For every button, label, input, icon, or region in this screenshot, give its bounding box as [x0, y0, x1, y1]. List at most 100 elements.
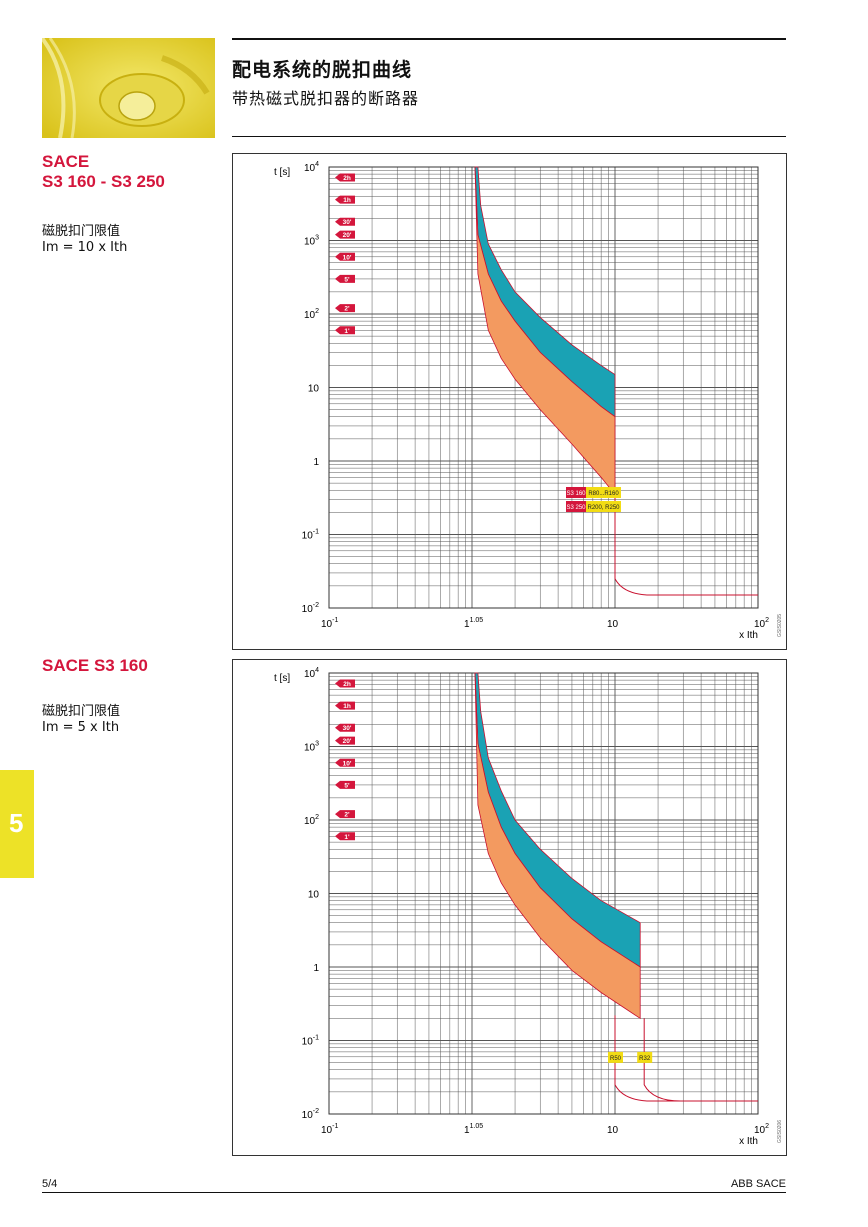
footer-rule	[42, 1192, 786, 1193]
thermal-band-lower	[474, 672, 641, 1020]
thermal-band-lower	[474, 166, 616, 496]
y-tick-base: 10	[302, 531, 314, 542]
x-tick-exponent: 2	[765, 1123, 769, 1130]
drawing-code: GSIS0205	[777, 614, 783, 637]
page-title: 配电系统的脱扣曲线	[232, 59, 413, 81]
section1-name-line2: S3 160 - S3 250	[42, 172, 165, 191]
legend-ratings: R200, R250	[587, 505, 620, 511]
legend-entry: S3 250 R200, R250	[566, 501, 621, 512]
time-marker-arrow	[335, 304, 355, 313]
time-marker: 2h	[335, 679, 355, 688]
y-tick-base: 10	[302, 604, 314, 615]
y-tick-label: 10-1	[302, 529, 319, 542]
time-marker-arrow	[335, 701, 355, 710]
x-tick-base: 10	[607, 1125, 619, 1136]
time-marker: 1'	[335, 832, 355, 841]
legend-entry: S3 160 R80...R160	[566, 487, 621, 498]
time-marker: 10'	[335, 252, 355, 261]
y-tick-exponent: 2	[315, 814, 319, 821]
time-marker-arrow	[335, 832, 355, 841]
y-tick-label: 10-2	[302, 1108, 319, 1121]
y-tick-label: 102	[304, 814, 319, 827]
section2-note-line2: Im = 5 x Ith	[42, 720, 120, 735]
time-marker-label: 1'	[344, 328, 350, 335]
magnetic-trip-line-b	[643, 1018, 758, 1102]
time-marker-label: 10'	[343, 254, 352, 261]
legend-breaker: S3 250	[566, 505, 586, 511]
time-marker-label: 5'	[344, 276, 350, 283]
legend-rating-bg	[608, 1051, 623, 1063]
y-tick-label: 104	[304, 667, 319, 680]
time-marker: 1'	[335, 326, 355, 335]
header-rule-top	[232, 38, 786, 40]
time-marker-arrow	[335, 195, 355, 204]
chapter-tab: 5	[0, 770, 34, 878]
plot-area	[328, 166, 759, 609]
time-marker-label: 2'	[344, 306, 350, 313]
x-tick-base: 10	[321, 619, 333, 630]
y-axis-label: t [s]	[274, 673, 290, 684]
time-marker-arrow	[335, 679, 355, 688]
drawing-code: GSIS0206	[777, 1120, 783, 1143]
legend-ratings: R50	[610, 1056, 622, 1062]
time-marker-label: 2h	[343, 681, 351, 688]
magnetic-trip-line-a	[614, 1015, 758, 1102]
legend-entry: R50	[608, 1051, 623, 1063]
x-tick-exponent: 1.05	[470, 1123, 484, 1130]
y-tick-base: 1	[313, 963, 319, 974]
time-marker-label: 20'	[343, 232, 352, 239]
y-tick-base: 10	[304, 669, 316, 680]
time-marker-arrow	[335, 274, 355, 283]
legend-breaker: S3 160	[566, 491, 586, 497]
product-photo	[42, 38, 215, 138]
time-marker-label: 10'	[343, 760, 352, 767]
page-number: 5/4	[42, 1178, 58, 1190]
x-tick-label: 10-1	[321, 617, 338, 630]
time-marker: 1h	[335, 701, 355, 710]
chapter-number: 5	[9, 808, 24, 838]
legend-breaker-bg	[566, 487, 586, 498]
time-marker-label: 1'	[344, 834, 350, 841]
magnetic-trip-line	[614, 494, 758, 596]
x-tick-base: 10	[321, 1125, 333, 1136]
x-tick-base: 10	[754, 1125, 766, 1136]
time-marker-arrow	[335, 230, 355, 239]
y-tick-exponent: -2	[313, 602, 319, 609]
time-marker-label: 30'	[343, 219, 352, 226]
y-tick-base: 1	[313, 457, 319, 468]
legend-ratings: R80...R160	[588, 491, 619, 497]
legend-entry: R32	[637, 1051, 653, 1063]
time-marker-arrow	[335, 780, 355, 789]
legend-rating-bg	[586, 487, 621, 498]
y-tick-base: 10	[304, 743, 316, 754]
time-marker-arrow	[335, 252, 355, 261]
time-marker: 30'	[335, 217, 355, 226]
time-marker: 20'	[335, 736, 355, 745]
y-tick-label: 10-1	[302, 1035, 319, 1048]
legend-ratings: R32	[639, 1056, 651, 1062]
trip-curve-chart-1: 2h1h30'20'10'5'2'1'10410310210110-110-2t…	[232, 153, 787, 650]
y-tick-label: 1	[313, 963, 319, 974]
chart-frame	[232, 153, 787, 650]
x-tick-label: 102	[754, 1123, 769, 1136]
trip-curve-chart-2: 2h1h30'20'10'5'2'1'10410310210110-110-2t…	[232, 659, 787, 1156]
y-tick-exponent: -2	[313, 1108, 319, 1115]
time-marker-label: 20'	[343, 738, 352, 745]
x-tick-label: 10-1	[321, 1123, 338, 1136]
time-marker-label: 1h	[343, 197, 351, 204]
section1-note-line1: 磁脱扣门限值	[42, 224, 121, 239]
y-tick-base: 10	[302, 1037, 314, 1048]
section2-product-name: SACE S3 160	[42, 656, 148, 675]
legend-rating-bg	[637, 1051, 653, 1063]
legend-rating-bg	[586, 501, 621, 512]
y-tick-exponent: 2	[315, 308, 319, 315]
page-subtitle: 带热磁式脱扣器的断路器	[232, 89, 420, 108]
time-marker: 5'	[335, 780, 355, 789]
time-marker-arrow	[335, 736, 355, 745]
y-tick-exponent: -1	[313, 1035, 319, 1042]
x-tick-label: 10	[607, 1125, 619, 1136]
time-marker-arrow	[335, 723, 355, 732]
time-marker-label: 2'	[344, 812, 350, 819]
section1-product-name: SACE S3 160 - S3 250	[42, 152, 165, 192]
y-tick-label: 1	[313, 457, 319, 468]
